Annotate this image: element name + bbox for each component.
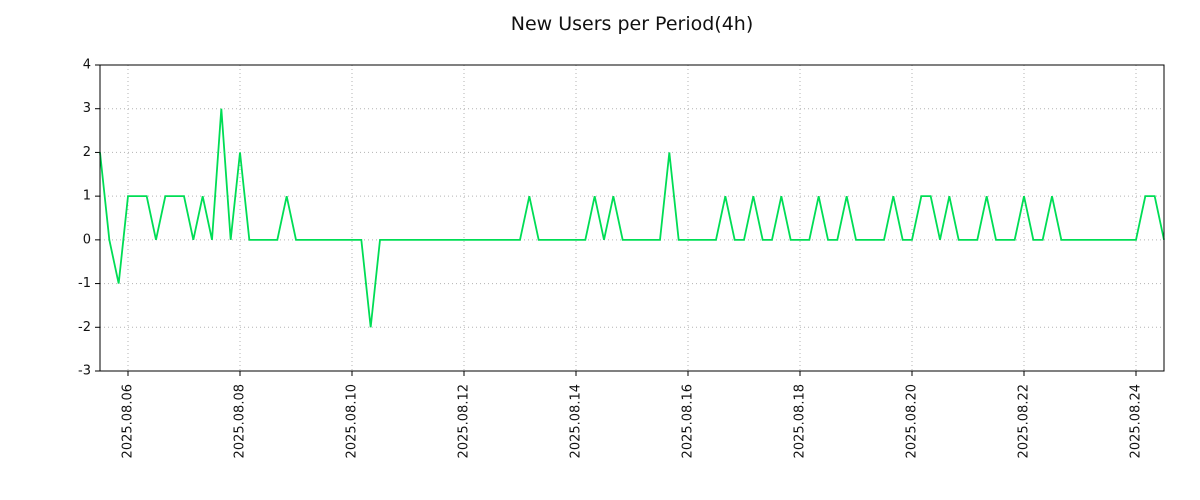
y-tick-label: -1 (78, 276, 91, 291)
x-tick-label: 2025.08.18 (793, 384, 808, 458)
y-tick-label: -2 (78, 320, 91, 335)
y-tick-label: 0 (83, 232, 91, 247)
x-tick-label: 2025.08.24 (1129, 384, 1144, 458)
series-line (99, 108, 1165, 328)
y-tick-label: 3 (83, 101, 91, 116)
plot-border (99, 64, 1165, 372)
y-tick-label: 1 (83, 189, 91, 204)
x-tick-label: 2025.08.08 (233, 384, 248, 458)
y-tick-label: -3 (78, 364, 91, 379)
x-tick-label: 2025.08.22 (1017, 384, 1032, 458)
y-tick-label: 4 (83, 58, 91, 73)
x-tick-label: 2025.08.16 (681, 384, 696, 458)
x-tick-label: 2025.08.20 (905, 384, 920, 458)
y-tick-label: 2 (83, 145, 91, 160)
x-tick-label: 2025.08.12 (457, 384, 472, 458)
x-tick-label: 2025.08.14 (569, 384, 584, 458)
x-tick-label: 2025.08.06 (121, 384, 136, 458)
x-tick-label: 2025.08.10 (345, 384, 360, 458)
chart-title: New Users per Period(4h) (510, 13, 754, 35)
